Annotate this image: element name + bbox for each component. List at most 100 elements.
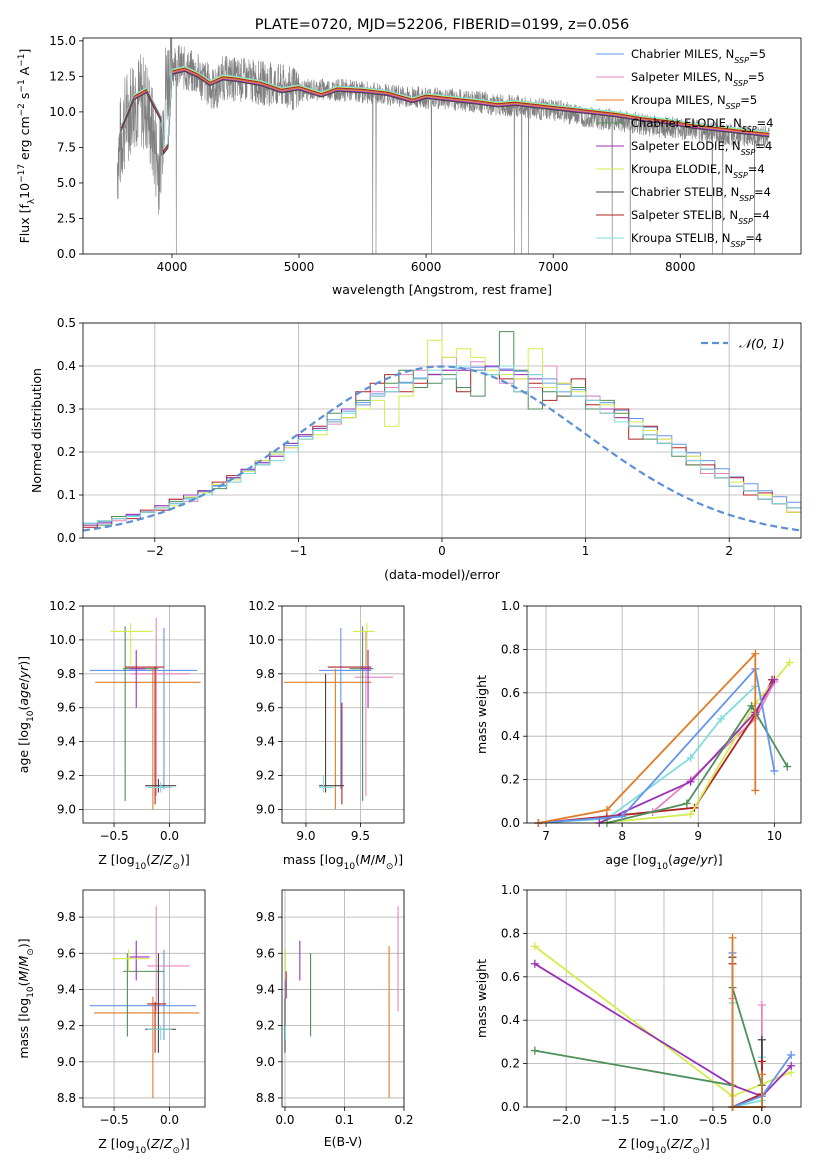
- weight-vs-age-ytick-label: 0.4: [501, 729, 520, 743]
- mass-vs-EBV-axes-frame: [281, 889, 405, 1108]
- weight-vs-age-marker-5: [783, 762, 792, 771]
- weight-vs-age-line-3: [599, 661, 791, 824]
- age-vs-Z-ytick-label: 9.2: [57, 769, 76, 783]
- spectrum-ytick-label: 2.5: [57, 211, 76, 225]
- weight-vs-age-plot-area: [534, 649, 794, 827]
- mass-vs-Z-axes-frame: [82, 889, 206, 1108]
- weight-vs-Z-ytick-label: 0.4: [501, 1013, 520, 1027]
- residuals-gaussian-curve: [83, 365, 801, 532]
- mass-vs-EBV-xtick-label: 0.2: [394, 1113, 413, 1127]
- grid-layer: [83, 322, 801, 1108]
- spectrum-xtick-label: 8000: [665, 260, 696, 274]
- spectrum-ytick-label: 12.5: [49, 69, 76, 83]
- weight-vs-age-ytick-label: 0.2: [501, 773, 520, 787]
- age-vs-Z-ytick-label: 9.6: [57, 701, 76, 715]
- mass-vs-Z-plot-area: [89, 906, 200, 1098]
- residuals-ytick-label: 0.5: [57, 316, 76, 330]
- mass-vs-EBV-ytick-label: 9.8: [256, 910, 275, 924]
- weight-vs-Z-marker-3: [530, 959, 539, 968]
- weight-vs-Z-xtick-label: 0.0: [752, 1113, 771, 1127]
- weight-vs-age-marker-5: [747, 701, 756, 710]
- weight-vs-Z-xtick-label: −1.5: [601, 1113, 630, 1127]
- mass-vs-Z-xlabel: Z [log10(Z/Z⊙)]: [98, 1136, 190, 1156]
- mass-vs-EBV-ytick-label: 9.0: [256, 1055, 275, 1069]
- weight-vs-Z-ylabel: mass weight: [474, 959, 489, 1038]
- spectrum-model-line-8: [120, 65, 770, 151]
- residuals-ytick-label: 0.4: [57, 359, 76, 373]
- mass-vs-EBV-xtick-label: 0.0: [275, 1113, 294, 1127]
- mass-vs-Z-ytick-label: 8.8: [57, 1091, 76, 1105]
- data-layer: [83, 38, 801, 1111]
- spectrum-xtick-label: 5000: [284, 260, 315, 274]
- spectrum-axes-frame: [82, 37, 802, 255]
- weight-vs-age-ytick-label: 0.0: [501, 816, 520, 830]
- mass-vs-Z-ytick-label: 9.6: [57, 946, 76, 960]
- weight-vs-age-ytick-label: 0.8: [501, 642, 520, 656]
- weight-vs-age-xtick-label: 8: [618, 829, 626, 843]
- weight-vs-age-xtick-label: 9: [694, 829, 702, 843]
- mass-vs-Z-xtick-label: −0.5: [99, 1113, 128, 1127]
- age-vs-mass-ytick-label: 9.4: [256, 735, 275, 749]
- age-vs-mass-ytick-label: 9.8: [256, 667, 275, 681]
- spectrum-ytick-label: 15.0: [49, 34, 76, 48]
- weight-vs-Z-marker-2: [530, 942, 539, 951]
- weight-vs-age-line-5: [606, 704, 789, 824]
- residuals-ylabel: Normed distribution: [29, 368, 44, 493]
- residuals-plot-area: [83, 331, 801, 532]
- weight-vs-age-line-7: [538, 651, 757, 824]
- age-vs-Z-axes-frame: [82, 605, 206, 824]
- spectrum-legend-label-0: Chabrier MILES, NSSP=5: [631, 47, 766, 65]
- mass-vs-Z-ytick-label: 9.4: [57, 982, 76, 996]
- mass-vs-EBV-xtick-label: 0.1: [335, 1113, 354, 1127]
- weight-vs-age-marker-7: [751, 649, 760, 658]
- weight-vs-Z-marker-8: [757, 1070, 766, 1079]
- age-vs-mass-ytick-label: 9.6: [256, 701, 275, 715]
- age-vs-Z-ytick-label: 9.4: [57, 735, 76, 749]
- weight-vs-age-marker-4: [770, 675, 779, 684]
- mass-vs-EBV-ytick-label: 8.8: [256, 1091, 275, 1105]
- mass-vs-Z-xtick-label: 0.0: [160, 1113, 179, 1127]
- age-vs-mass-ytick-label: 10.2: [248, 599, 275, 613]
- weight-vs-age-marker-7: [751, 786, 760, 795]
- weight-vs-Z-line-8: [731, 937, 763, 1108]
- residuals-ytick-label: 0.2: [57, 445, 76, 459]
- weight-vs-age-ylabel: mass weight: [474, 675, 489, 754]
- age-vs-Z-ytick-label: 10.0: [49, 633, 76, 647]
- weight-vs-age-marker-3: [686, 810, 695, 819]
- spectrum-ylabel: Flux [fλ10−17 erg cm−2 s−1 A−1]: [17, 49, 37, 244]
- spectrum-plot-area: [117, 38, 770, 254]
- mass-vs-EBV-ytick-label: 9.6: [256, 946, 275, 960]
- spectrum-ytick-label: 5.0: [57, 176, 76, 190]
- residuals-ytick-label: 0.1: [57, 488, 76, 502]
- age-vs-mass-xtick-label: 9.5: [351, 829, 370, 843]
- weight-vs-age-xtick-label: 10: [767, 829, 782, 843]
- spectrum-xtick-label: 7000: [538, 260, 569, 274]
- age-vs-Z-xtick-label: −0.5: [99, 829, 128, 843]
- spectrum-legend-label-1: Salpeter MILES, NSSP=5: [631, 70, 765, 88]
- residuals-xtick-label: −2: [146, 544, 164, 558]
- weight-vs-age-marker-7: [602, 805, 611, 814]
- weight-vs-Z-line-3: [534, 963, 792, 1098]
- residuals-ytick-label: 0.0: [57, 531, 76, 545]
- mass-vs-Z-ylabel: mass [log10(M/M⊙)]: [16, 938, 36, 1058]
- weight-vs-Z-marker-6: [757, 1057, 766, 1066]
- age-vs-mass-ytick-label: 10.0: [248, 633, 275, 647]
- spectrum-legend-label-7: Salpeter STELIB, NSSP=4: [631, 208, 770, 226]
- weight-vs-age-ytick-label: 1.0: [501, 599, 520, 613]
- weight-vs-age-axes-frame: [526, 605, 802, 824]
- weight-vs-age-marker-1: [717, 714, 726, 723]
- weight-vs-Z-ytick-label: 0.2: [501, 1057, 520, 1071]
- weight-vs-Z-line-5: [731, 957, 763, 1108]
- weight-vs-age-line-0: [538, 681, 776, 824]
- age-vs-mass-xtick-label: 9.0: [296, 829, 315, 843]
- age-vs-Z-ytick-label: 9.0: [57, 802, 76, 816]
- weight-vs-Z-plot-area: [530, 933, 796, 1111]
- mass-vs-EBV-ytick-label: 9.4: [256, 982, 275, 996]
- spectrum-xtick-label: 6000: [411, 260, 442, 274]
- spectrum-title: PLATE=0720, MJD=52206, FIBERID=0199, z=0…: [255, 17, 629, 33]
- weight-vs-age-marker-5: [682, 799, 691, 808]
- spectrum-model-line-7: [120, 67, 770, 152]
- age-vs-Z-xtick-label: 0.0: [160, 829, 179, 843]
- weight-vs-Z-ytick-label: 0.8: [501, 926, 520, 940]
